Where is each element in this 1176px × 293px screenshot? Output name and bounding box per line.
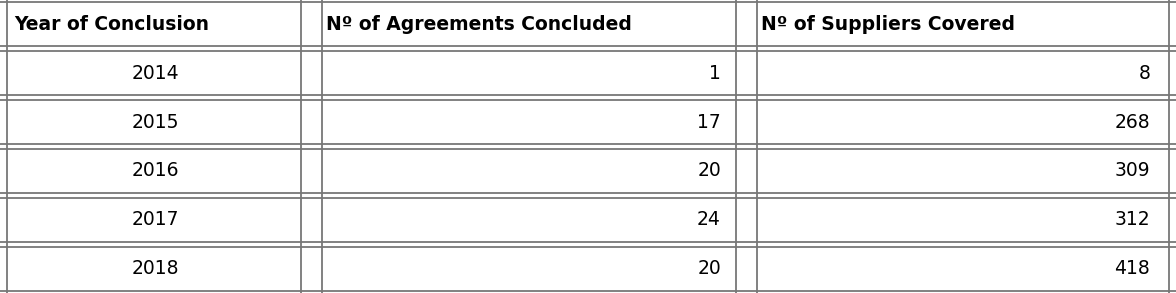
Text: 20: 20 [697, 161, 721, 180]
Text: Nº of Suppliers Covered: Nº of Suppliers Covered [761, 15, 1015, 34]
Text: 309: 309 [1115, 161, 1150, 180]
Text: Year of Conclusion: Year of Conclusion [14, 15, 209, 34]
Text: 17: 17 [697, 113, 721, 132]
Text: 24: 24 [697, 210, 721, 229]
Text: 2017: 2017 [132, 210, 180, 229]
Text: 2015: 2015 [132, 113, 180, 132]
Text: 2018: 2018 [132, 259, 180, 278]
Text: Nº of Agreements Concluded: Nº of Agreements Concluded [326, 15, 632, 34]
Text: 2014: 2014 [132, 64, 180, 83]
Text: 20: 20 [697, 259, 721, 278]
Text: 2016: 2016 [132, 161, 180, 180]
Text: 268: 268 [1115, 113, 1150, 132]
Text: 8: 8 [1138, 64, 1150, 83]
Text: 312: 312 [1115, 210, 1150, 229]
Text: 1: 1 [709, 64, 721, 83]
Text: 418: 418 [1115, 259, 1150, 278]
